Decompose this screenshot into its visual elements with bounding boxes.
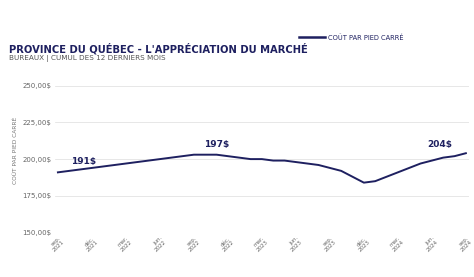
Text: 191$: 191$ xyxy=(72,157,97,166)
Text: PROVINCE DU QUÉBEC - L'APPRÉCIATION DU MARCHÉ: PROVINCE DU QUÉBEC - L'APPRÉCIATION DU M… xyxy=(9,43,307,55)
Text: COÛT PAR PIED CARRÉ: COÛT PAR PIED CARRÉ xyxy=(328,34,403,41)
Text: 197$: 197$ xyxy=(204,140,229,149)
Text: BUREAUX | CUMUL DES 12 DERNIERS MOIS: BUREAUX | CUMUL DES 12 DERNIERS MOIS xyxy=(9,55,165,62)
Text: PMML: PMML xyxy=(9,8,50,21)
Text: INSIGHTS: INSIGHTS xyxy=(44,10,86,19)
Text: 204$: 204$ xyxy=(427,140,452,149)
Y-axis label: COÛT PAR PIED CARRÉ: COÛT PAR PIED CARRÉ xyxy=(13,117,18,184)
